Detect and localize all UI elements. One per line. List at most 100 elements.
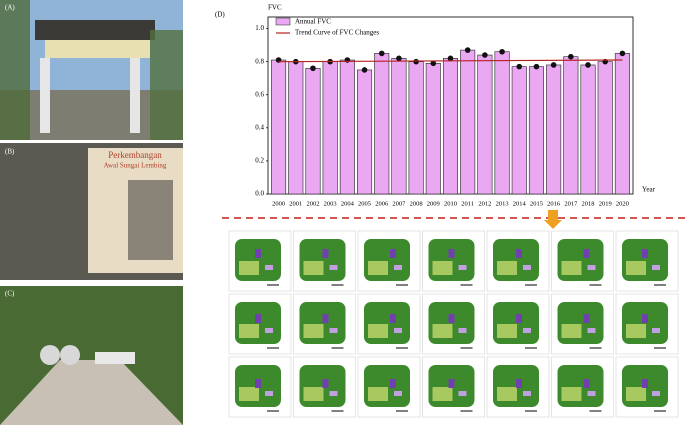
legend-swatch	[275, 17, 291, 26]
bar-dot	[361, 67, 368, 73]
map-patch	[239, 261, 259, 275]
sign-subtitle: Awal Sungai Lembing	[104, 162, 167, 170]
bar-dot	[378, 50, 385, 57]
x-axis-label: Year	[642, 186, 656, 194]
map-patch	[458, 328, 467, 333]
path	[0, 360, 183, 425]
map-patch	[652, 391, 660, 396]
map-patch	[368, 387, 388, 401]
bar	[271, 59, 287, 195]
map-patch	[368, 324, 388, 338]
x-tick-label: 2013	[496, 200, 509, 207]
bar-dot	[310, 65, 316, 72]
pipe	[40, 345, 60, 365]
bar	[339, 59, 355, 195]
bar-dot	[464, 47, 471, 53]
map-patch	[255, 379, 261, 388]
legend-label: Annual FVC	[295, 18, 331, 26]
map-patch	[652, 265, 660, 270]
signboard-photos	[128, 180, 173, 260]
map-patch	[303, 324, 324, 338]
map-patch	[432, 324, 453, 338]
map-patch	[583, 379, 590, 388]
map-patch	[322, 314, 329, 323]
x-tick-label: 2003	[324, 200, 337, 207]
map-patch	[448, 314, 455, 323]
map-patch	[394, 265, 402, 270]
trees	[0, 0, 30, 140]
x-tick-label: 2005	[358, 200, 371, 207]
y-tick-label: 0.8	[255, 57, 264, 65]
map-patch	[523, 328, 531, 333]
map-patch	[626, 324, 646, 338]
bar-dot	[550, 62, 557, 68]
bar	[477, 54, 493, 195]
map-grid	[228, 230, 679, 418]
bar-dot	[516, 63, 523, 70]
map-patch	[642, 249, 648, 258]
map-patch	[561, 387, 582, 401]
bar	[305, 67, 321, 195]
x-tick-label: 2019	[599, 200, 612, 207]
gate-pillar	[40, 58, 50, 133]
map-patch	[322, 379, 329, 388]
map-patch	[390, 379, 396, 388]
x-tick-label: 2014	[513, 200, 527, 207]
map-patch	[497, 324, 517, 338]
bar	[442, 58, 459, 195]
map-patch	[523, 265, 531, 270]
gate-pillar	[130, 58, 140, 133]
map-patch	[239, 324, 259, 338]
map-patch	[303, 261, 324, 275]
map-patch	[329, 391, 338, 396]
bar	[425, 63, 441, 195]
panel-label: (B)	[5, 148, 15, 156]
map-patch	[516, 314, 522, 323]
bar	[511, 66, 527, 195]
map-patch	[587, 265, 596, 270]
map-patch	[390, 249, 396, 258]
map-patch	[265, 328, 273, 333]
bar	[322, 61, 338, 195]
tent	[95, 352, 135, 364]
y-axis-label: FVC	[268, 4, 282, 12]
map-patch	[448, 379, 455, 388]
bar	[408, 61, 424, 195]
map-patch	[587, 391, 596, 396]
bar-dot	[585, 62, 591, 68]
x-tick-label: 2016	[547, 200, 561, 207]
map-patch	[642, 314, 648, 323]
bar-dot	[396, 55, 402, 62]
bar	[374, 53, 390, 195]
map-patch	[390, 314, 396, 323]
panel-label: (C)	[5, 290, 15, 298]
x-tick-label: 2017	[564, 200, 578, 207]
x-tick-label: 2020	[616, 200, 629, 207]
trend-line	[278, 59, 623, 63]
map-patch	[497, 387, 517, 401]
map-patch	[516, 249, 522, 258]
x-tick-label: 2004	[341, 200, 355, 207]
x-tick-label: 2002	[306, 200, 319, 207]
bar	[614, 53, 630, 195]
map-patch	[448, 249, 455, 258]
x-tick-label: 2010	[444, 200, 457, 207]
x-tick-label: 2009	[427, 200, 440, 207]
x-tick-label: 2011	[461, 200, 474, 207]
map-patch	[561, 324, 582, 338]
map-patch	[626, 261, 646, 275]
bar-dot	[499, 48, 505, 55]
legend-label: Trend Curve of FVC Changes	[295, 29, 379, 37]
map-patch	[583, 249, 590, 258]
arrow	[544, 210, 562, 229]
map-patch	[239, 387, 259, 401]
bar	[597, 61, 613, 195]
map-patch	[458, 265, 467, 270]
x-tick-label: 2018	[582, 200, 595, 207]
panel-label: (D)	[215, 11, 225, 19]
bar	[288, 61, 304, 195]
map-patch	[523, 391, 531, 396]
x-tick-label: 2001	[289, 200, 302, 207]
bar-dot	[447, 55, 454, 62]
bar	[391, 58, 407, 195]
